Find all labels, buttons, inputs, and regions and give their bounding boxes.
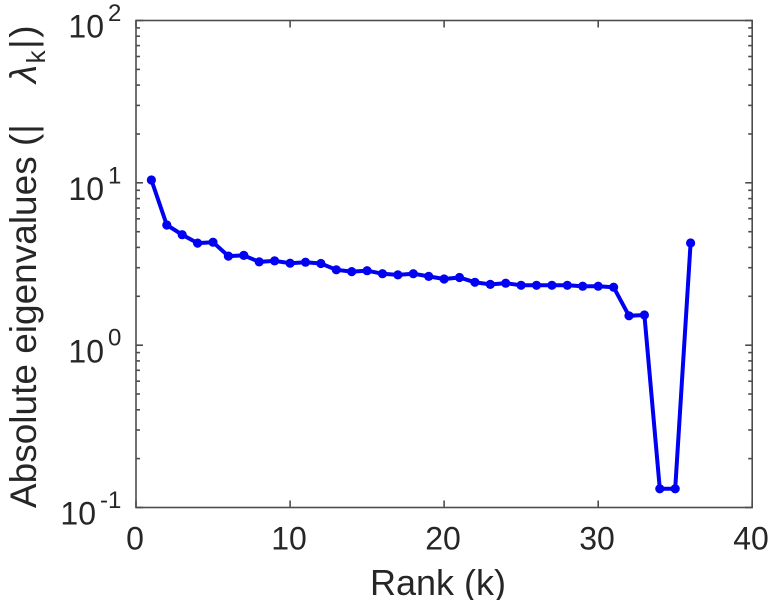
svg-text:10: 10 [271,521,307,557]
svg-text:0: 0 [108,325,121,352]
svg-text:20: 20 [425,521,461,557]
svg-text:0: 0 [126,521,144,557]
svg-text:10: 10 [68,333,104,369]
svg-text:10: 10 [68,9,104,45]
svg-text:30: 30 [579,521,615,557]
svg-text:40: 40 [733,521,769,557]
svg-text:Rank (k): Rank (k) [370,562,506,600]
svg-text:10: 10 [60,496,96,532]
svg-text:1: 1 [108,162,121,189]
svg-text:2: 2 [108,0,121,27]
svg-text:10: 10 [68,171,104,207]
svg-text:-1: -1 [100,487,121,514]
